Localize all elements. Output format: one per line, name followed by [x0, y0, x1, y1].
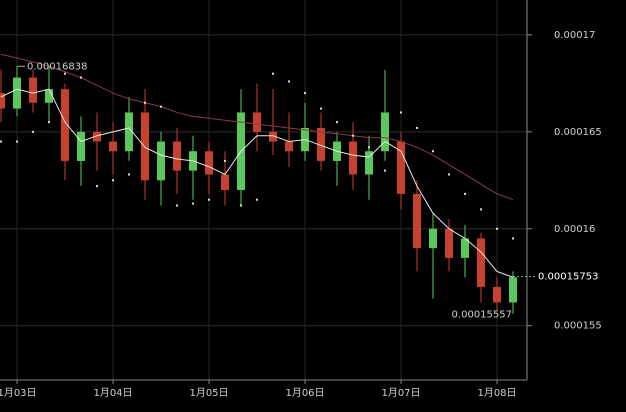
- candle-body: [493, 286, 501, 303]
- sar-dot: [384, 169, 386, 172]
- sar-dot: [64, 72, 66, 75]
- candle-body: [269, 131, 277, 142]
- y-tick-label: 0.00016: [554, 224, 595, 235]
- sar-dot: [400, 111, 402, 114]
- candle-body: [157, 141, 165, 181]
- sar-dot: [416, 126, 418, 129]
- last-price-label: 0.00015753: [538, 272, 598, 283]
- x-tick-label: 1月05日: [189, 387, 228, 399]
- x-tick-label: 1月03日: [0, 387, 37, 399]
- candle-body: [61, 89, 69, 161]
- sar-dot: [240, 204, 242, 207]
- sar-dot: [368, 146, 370, 149]
- sar-dot: [464, 192, 466, 195]
- sar-dot: [48, 121, 50, 124]
- y-tick-label: 0.00017: [554, 30, 595, 41]
- sar-dot: [256, 198, 258, 201]
- candle-body: [29, 77, 37, 103]
- high-label: 0.00016838: [27, 61, 87, 72]
- sar-dot: [432, 150, 434, 153]
- candle-body: [477, 238, 485, 287]
- sar-dot: [96, 185, 98, 188]
- y-tick-label: 0.000165: [554, 127, 602, 138]
- sar-dot: [320, 107, 322, 110]
- sar-dot: [496, 227, 498, 230]
- candle-body: [141, 112, 149, 181]
- candle-body: [285, 141, 293, 152]
- candle-body: [205, 151, 213, 175]
- sar-dot: [32, 130, 34, 133]
- candle-body: [173, 141, 181, 171]
- candle-body: [461, 238, 469, 258]
- sar-dot: [160, 105, 162, 108]
- sar-dot: [16, 140, 18, 143]
- x-tick-label: 1月07日: [381, 387, 420, 399]
- sar-dot: [288, 80, 290, 83]
- x-tick-label: 1月04日: [93, 387, 132, 399]
- low-label: 0.00015557: [452, 310, 512, 321]
- candle-body: [429, 228, 437, 249]
- candle-body: [13, 77, 21, 109]
- sar-dot: [448, 173, 450, 176]
- sar-dot: [336, 121, 338, 124]
- sar-dot: [352, 134, 354, 137]
- candle-body: [45, 89, 53, 103]
- sar-dot: [112, 179, 114, 182]
- sar-dot: [192, 202, 194, 205]
- candle-body: [125, 112, 133, 152]
- sar-dot: [272, 72, 274, 75]
- sar-dot: [208, 198, 210, 201]
- sar-dot: [80, 76, 82, 79]
- candle-body: [445, 228, 453, 258]
- candle-body: [93, 131, 101, 142]
- candle-body: [109, 141, 117, 152]
- candle-body: [413, 193, 421, 249]
- candle-body: [397, 141, 405, 194]
- sar-dot: [144, 101, 146, 104]
- candle-body: [509, 277, 517, 303]
- sar-dot: [304, 92, 306, 95]
- candle-body: [77, 131, 85, 161]
- sar-dot: [128, 173, 130, 176]
- sar-dot: [480, 208, 482, 211]
- sar-dot: [0, 140, 2, 143]
- candle-body: [349, 141, 357, 175]
- candle-body: [0, 93, 5, 109]
- candle-body: [221, 174, 229, 190]
- x-tick-label: 1月08日: [477, 387, 516, 399]
- moving-average-long: [0, 53, 514, 201]
- sar-dot: [224, 159, 226, 162]
- candle-body: [381, 112, 389, 152]
- candle-body: [253, 112, 261, 132]
- candle-body: [365, 151, 373, 175]
- moving-average-short: [0, 88, 514, 278]
- sar-dot: [176, 204, 178, 207]
- sar-dot: [512, 237, 514, 240]
- y-tick-label: 0.000155: [554, 321, 602, 332]
- x-tick-label: 1月06日: [285, 387, 324, 399]
- candle-body: [317, 127, 325, 161]
